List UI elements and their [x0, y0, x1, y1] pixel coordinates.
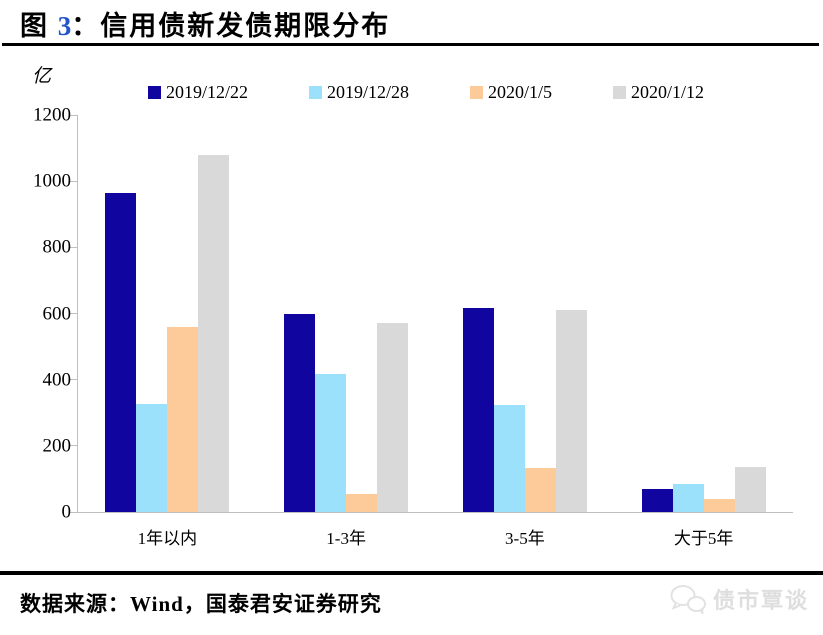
legend-label: 2020/1/5 [487, 82, 552, 102]
legend-item: 2019/12/22 [148, 82, 248, 103]
legend-label: 2019/12/28 [326, 82, 409, 102]
y-axis-unit-label: 亿 [32, 66, 52, 87]
y-axis-tick [70, 114, 78, 116]
bar-2020-1-12 [377, 323, 409, 512]
figure-number: 3 [57, 11, 72, 41]
x-category-label: 1-3年 [326, 529, 366, 548]
bar-2020-1-5 [167, 326, 199, 512]
y-axis-tick-label: 800 [42, 236, 72, 258]
chart-legend: 2019/12/22 2019/12/28 2020/1/5 2020/1/12 [148, 82, 704, 103]
y-axis-tick [70, 313, 78, 314]
x-category-label: 3-5年 [505, 529, 545, 548]
legend-item: 2020/1/12 [612, 82, 704, 103]
watermark-text: 债市覃谈 [712, 588, 809, 613]
bar-groups: 1年以内 1-3年 3-5年 大于5年 [78, 115, 793, 548]
bar-2020-1-12 [734, 466, 766, 512]
bar-2020-1-5 [524, 468, 556, 512]
bar-2019-12-28 [136, 403, 168, 512]
bar-group: 大于5年 [614, 115, 793, 548]
legend-swatch [612, 86, 626, 99]
y-axis-tick-label: 400 [42, 369, 72, 391]
bar-2020-1-12 [198, 154, 230, 512]
bar-group: 3-5年 [436, 115, 615, 548]
plot-area: 0 200 400 600 800 1000 1200 1年以内 1-3年 3-5年 大于5年 [33, 106, 793, 548]
figure-title: 图 3：信用债新发债期限分布 [20, 4, 390, 43]
y-axis-tick [70, 445, 78, 447]
y-axis-tick-label: 1200 [33, 104, 71, 126]
bar-2019-12-22 [641, 488, 673, 512]
y-axis-tick [70, 180, 78, 182]
legend-label: 2020/1/12 [630, 82, 704, 102]
legend-label: 2019/12/22 [166, 82, 249, 102]
bar-2019-12-22 [284, 313, 316, 512]
bar-group: 1-3年 [257, 115, 436, 548]
title-divider [2, 43, 819, 46]
legend-item: 2020/1/5 [469, 82, 552, 103]
y-axis-tick [70, 379, 78, 381]
y-axis-tick-label: 200 [42, 435, 72, 457]
figure-label-separator: ： [71, 11, 101, 41]
legend-swatch [308, 86, 322, 99]
legend-item: 2019/12/28 [308, 82, 409, 103]
y-axis-tick-label: 600 [42, 303, 72, 324]
wechat-bubbles-icon [670, 585, 706, 614]
x-category-label: 1年以内 [137, 529, 198, 548]
watermark: 债市覃谈 [669, 583, 809, 615]
bar-2019-12-22 [105, 192, 137, 512]
y-axis-tick [70, 511, 78, 513]
y-axis-tick-label: 0 [61, 501, 72, 523]
bar-2019-12-22 [462, 307, 494, 512]
x-category-label: 大于5年 [673, 529, 734, 548]
bar-2019-12-28 [315, 373, 347, 512]
bar-2019-12-28 [493, 405, 525, 512]
bar-group: 1年以内 [78, 115, 257, 548]
bar-2019-12-28 [672, 483, 704, 512]
data-source-text: 数据来源：Wind，国泰君安证券研究 [20, 592, 382, 616]
figure-label-prefix: 图 [20, 11, 58, 41]
bar-2020-1-5 [346, 493, 378, 512]
footer-divider [0, 571, 823, 575]
bar-2020-1-5 [703, 499, 735, 512]
legend-swatch [148, 86, 161, 99]
legend-swatch [469, 86, 483, 99]
figure-title-text: 信用债新发债期限分布 [100, 11, 391, 41]
y-axis-tick [70, 246, 78, 248]
bar-2020-1-12 [555, 309, 587, 512]
y-axis-tick-label: 1000 [33, 170, 71, 192]
